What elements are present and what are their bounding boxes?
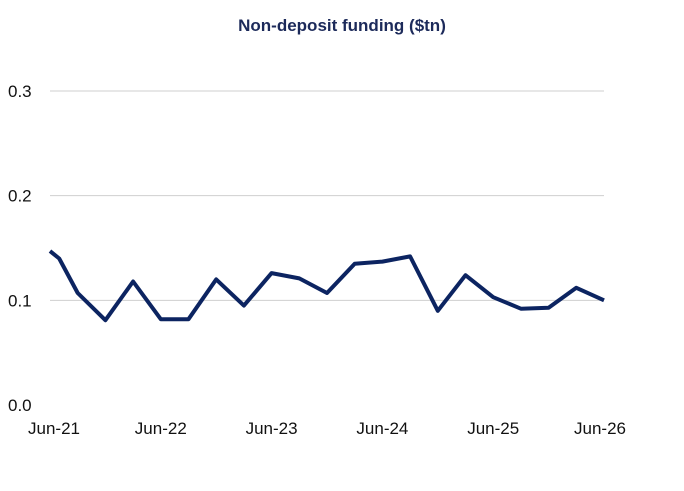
x-tick-label: Jun-23 <box>246 419 298 438</box>
x-axis-tick-labels: Jun-21 Jun-22 Jun-23 Jun-24 Jun-25 Jun-26 <box>28 419 626 438</box>
x-tick-label: Jun-21 <box>28 419 80 438</box>
y-tick-label: 0.3 <box>8 82 32 101</box>
series-layer <box>48 249 605 323</box>
chart-title: Non-deposit funding ($tn) <box>238 16 446 35</box>
x-tick-label: Jun-26 <box>574 419 626 438</box>
y-tick-label: 0.2 <box>8 187 32 206</box>
x-tick-label: Jun-22 <box>135 419 187 438</box>
series-line <box>48 249 605 323</box>
x-tick-label: Jun-24 <box>356 419 408 438</box>
x-tick-label: Jun-25 <box>467 419 519 438</box>
y-tick-label: 0.1 <box>8 291 32 310</box>
gridlines <box>50 90 604 301</box>
y-tick-label: 0.0 <box>8 396 32 415</box>
y-axis-tick-labels: 0.0 0.1 0.2 0.3 <box>8 82 32 415</box>
